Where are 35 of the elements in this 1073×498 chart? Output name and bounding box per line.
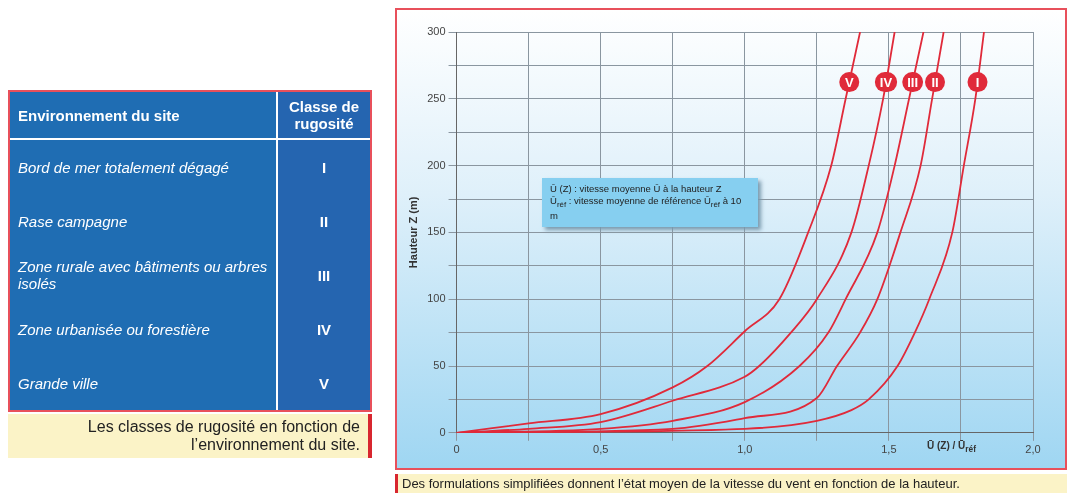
x-axis-title: Ū (Z) / Ū$_{réf}$: [927, 440, 976, 454]
x-tick-label: 1,0: [737, 443, 753, 456]
text: I: [276, 140, 370, 194]
x-tick-label: 0: [453, 443, 460, 456]
y-tick-label: 0: [439, 425, 446, 438]
text: Zone urbanisée ou forestière: [16, 319, 211, 340]
y-tick-label: 250: [427, 91, 446, 104]
text: II: [276, 194, 370, 248]
text: Grande ville: [17, 373, 100, 394]
series-label: V: [844, 74, 854, 90]
legend-label: II: [931, 74, 939, 90]
text: IV: [276, 302, 370, 356]
annotation: Ū (Z) : vitesse moyenne Ū à la hauteur Z: [550, 183, 723, 195]
text: Bord de mer totalement dégagé: [17, 157, 230, 178]
y-tick-label: 300: [427, 25, 446, 38]
text: V: [276, 356, 370, 410]
x-tick-label: 0,5: [593, 443, 609, 456]
text: Des formulations simplifiées donnent l’état moyen de la vitesse du vent en fonction de la hauteur.: [395, 474, 1067, 493]
y-tick-label: 200: [427, 158, 446, 171]
text: Ū$_{réf}$ : vitesse moyenne de référence Ū$_{réf}$ à 10 m: [550, 194, 742, 221]
text: Les classes de rugosité en fonction de l’environnement du site.: [8, 414, 372, 458]
x-tick-label: 2,0: [1025, 443, 1041, 456]
legend-label: IV: [879, 74, 893, 90]
text: Classe de rugosité: [276, 92, 370, 138]
y-tick-label: 50: [433, 359, 446, 372]
y-tick-label: 150: [427, 225, 446, 238]
text: Zone rurale avec bâtiments ou arbres isolés: [16, 257, 269, 294]
y-axis-title: Hauteur Z (m): [406, 196, 419, 269]
y-tick-label: 100: [427, 292, 446, 305]
x-tick-label: 1,5: [881, 443, 897, 456]
legend-label: III: [907, 74, 919, 90]
text: Environnement du site: [17, 105, 181, 126]
text: Rase campagne: [17, 211, 129, 232]
legend-label: I: [975, 74, 980, 90]
text: III: [276, 248, 370, 302]
